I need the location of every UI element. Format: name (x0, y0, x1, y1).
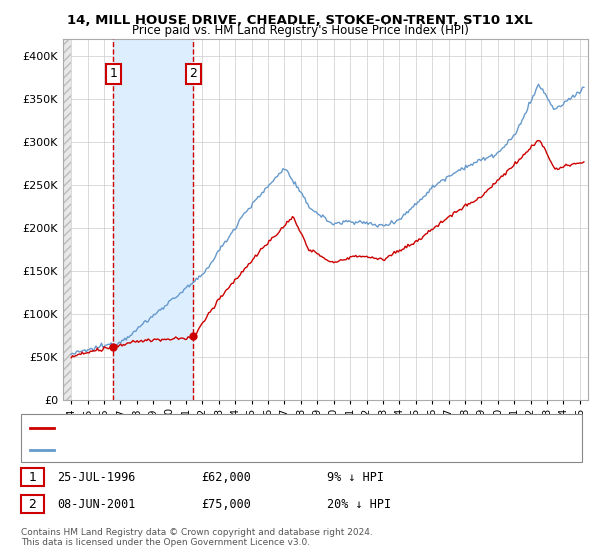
Text: 2: 2 (28, 497, 37, 511)
Text: £75,000: £75,000 (201, 497, 251, 511)
Text: 1: 1 (109, 67, 118, 80)
Bar (113, 39, 193, 400)
Text: 14, MILL HOUSE DRIVE, CHEADLE, STOKE-ON-TRENT, ST10 1XL: 14, MILL HOUSE DRIVE, CHEADLE, STOKE-ON-… (67, 14, 533, 27)
Text: Price paid vs. HM Land Registry's House Price Index (HPI): Price paid vs. HM Land Registry's House … (131, 24, 469, 37)
Text: 08-JUN-2001: 08-JUN-2001 (57, 497, 136, 511)
Text: 2: 2 (190, 67, 197, 80)
Text: £62,000: £62,000 (201, 470, 251, 484)
Text: 1: 1 (28, 470, 37, 484)
Text: 20% ↓ HPI: 20% ↓ HPI (327, 497, 391, 511)
Bar (63, 39, 71, 400)
Text: 9% ↓ HPI: 9% ↓ HPI (327, 470, 384, 484)
Text: Contains HM Land Registry data © Crown copyright and database right 2024.
This d: Contains HM Land Registry data © Crown c… (21, 528, 373, 547)
Text: 25-JUL-1996: 25-JUL-1996 (57, 470, 136, 484)
Text: 14, MILL HOUSE DRIVE, CHEADLE, STOKE-ON-TRENT, ST10 1XL (detached house): 14, MILL HOUSE DRIVE, CHEADLE, STOKE-ON-… (58, 423, 480, 433)
Text: HPI: Average price, detached house, Staffordshire Moorlands: HPI: Average price, detached house, Staf… (58, 445, 376, 455)
